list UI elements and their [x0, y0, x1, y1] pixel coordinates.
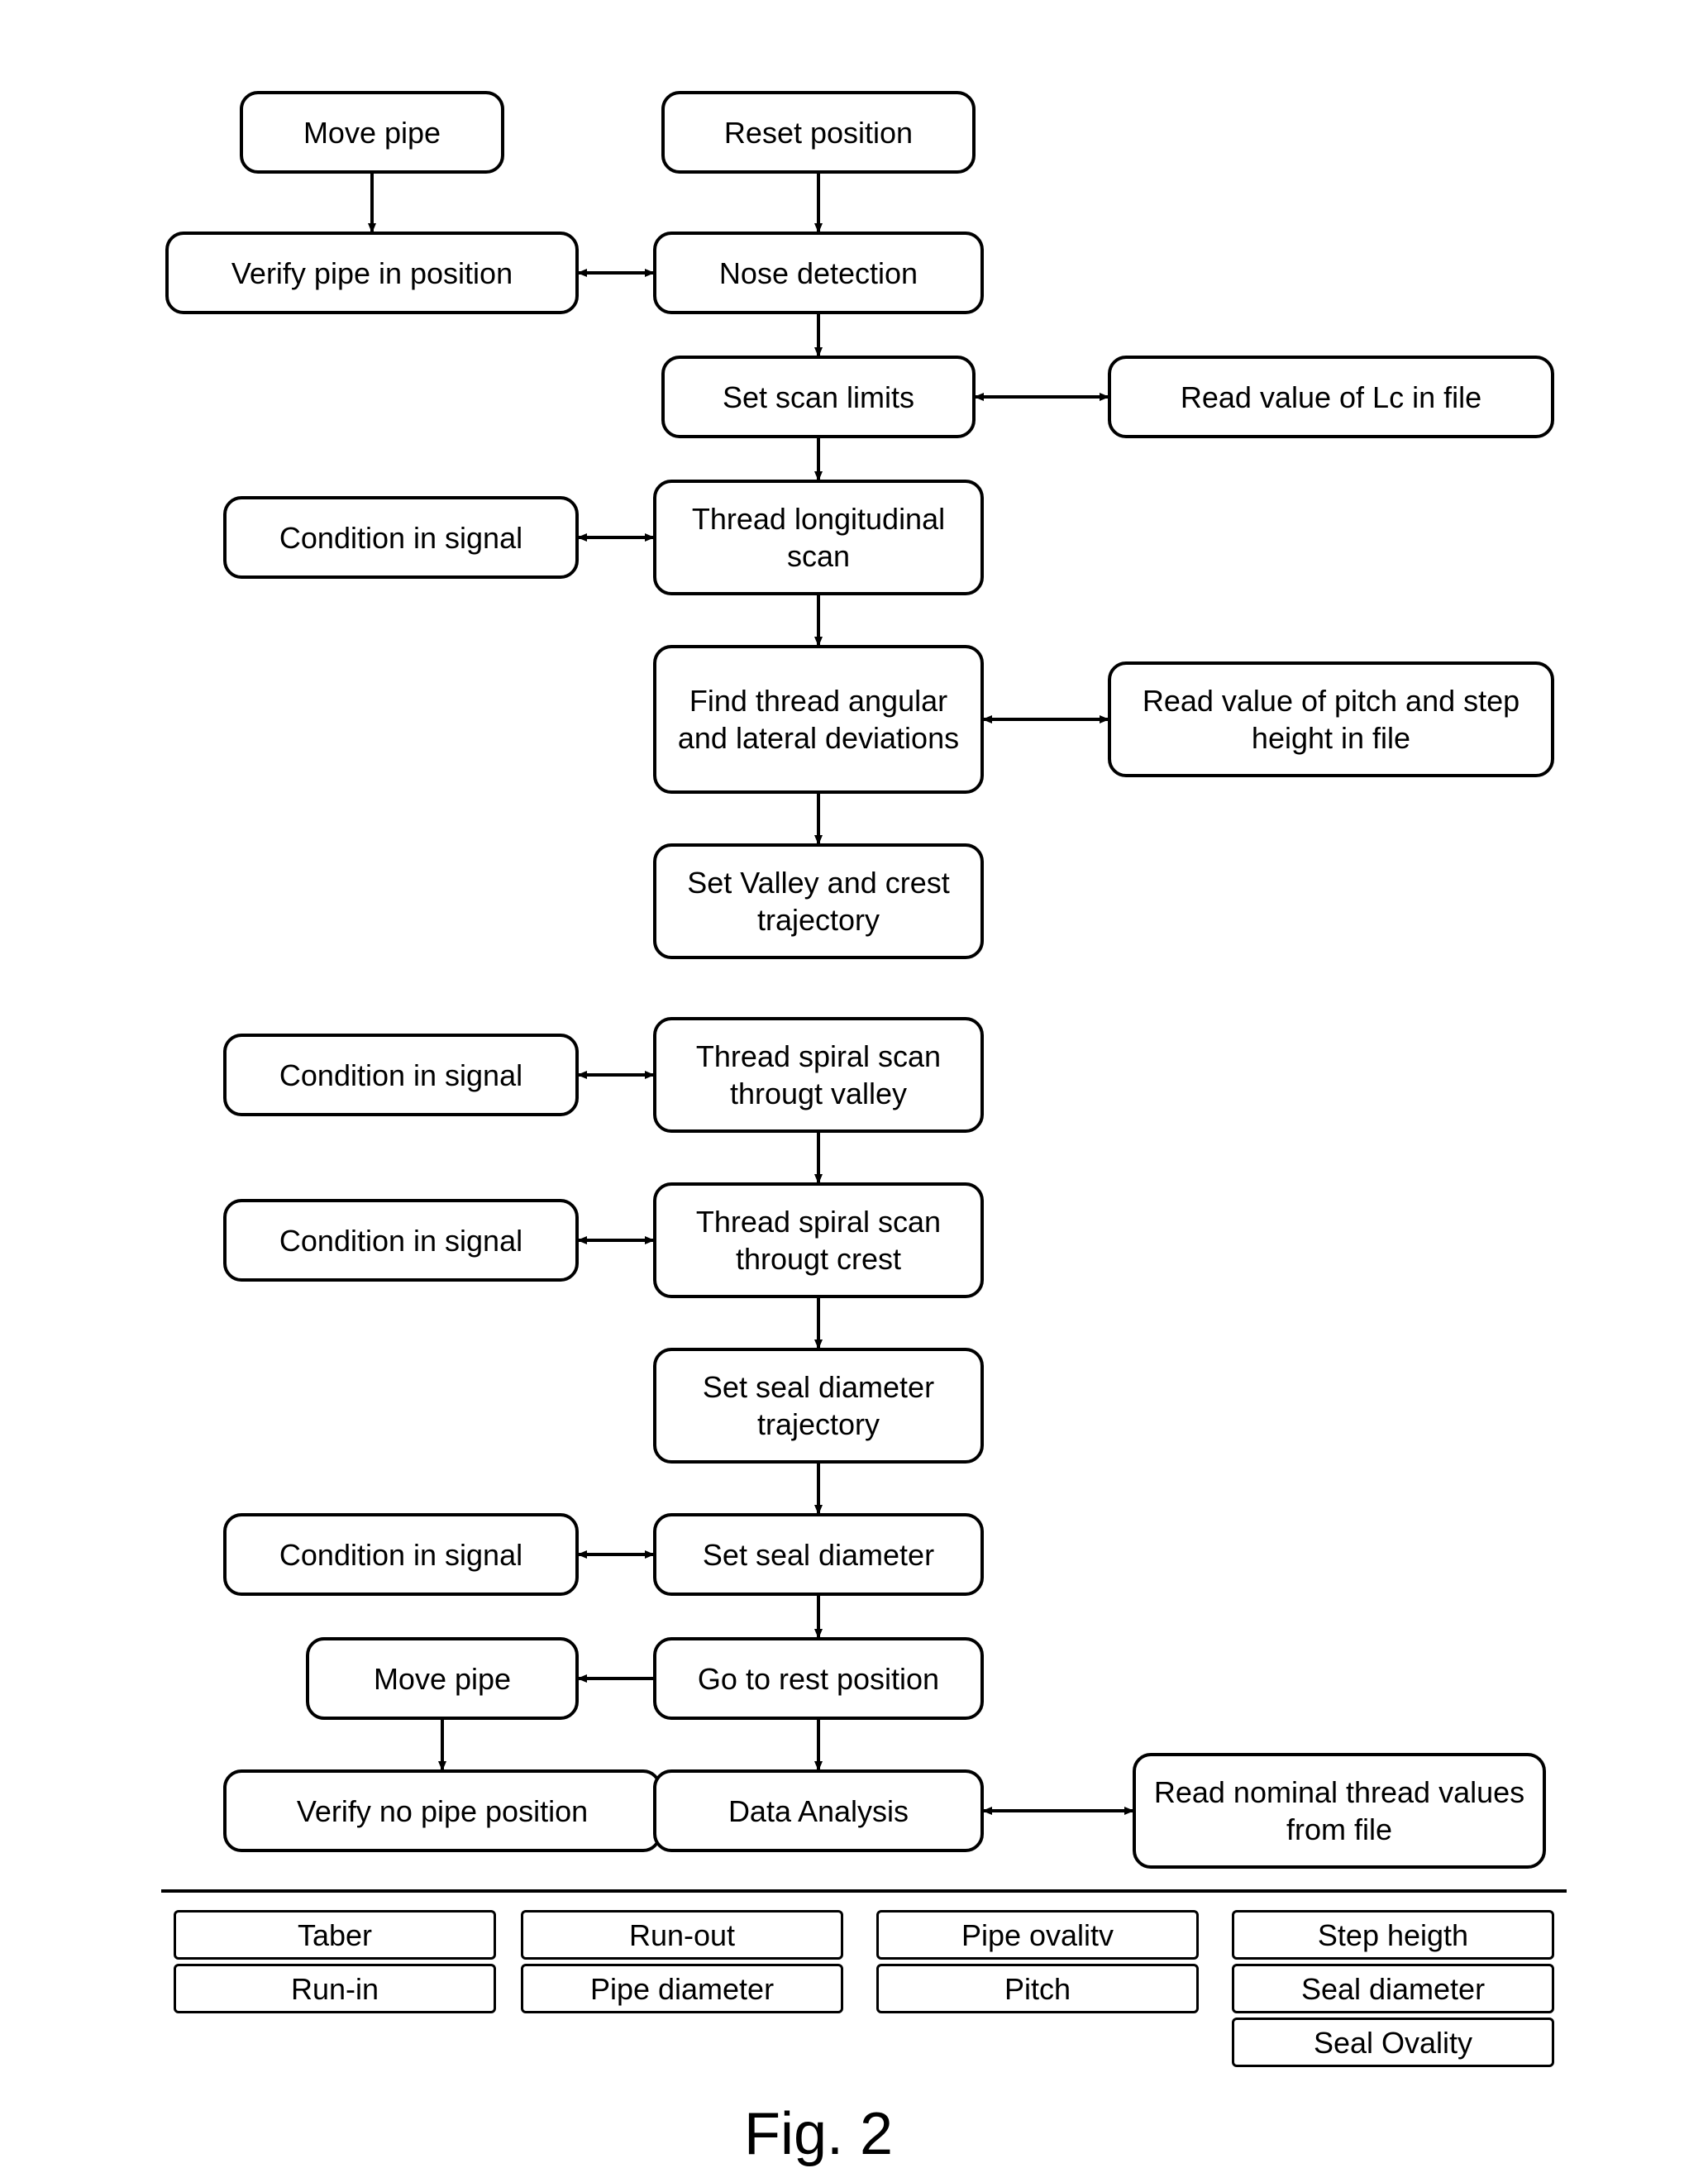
node-set_scan: Set scan limits	[661, 356, 976, 438]
node-verify_pos: Verify pipe in position	[165, 232, 579, 314]
node-set_valley: Set Valley and crest trajectory	[653, 843, 984, 959]
node-read_pitch: Read value of pitch and step height in f…	[1108, 661, 1554, 777]
node-long_scan: Thread longitudinal scan	[653, 480, 984, 595]
node-cond3: Condition in signal	[223, 1199, 579, 1282]
node-move_pipe_1: Move pipe	[240, 91, 504, 174]
node-out_taber: Taber	[174, 1910, 496, 1960]
node-out_runin: Run-in	[174, 1964, 496, 2013]
node-out_pitch: Pitch	[876, 1964, 1199, 2013]
figure-label: Fig. 2	[744, 2100, 893, 2168]
node-nose_det: Nose detection	[653, 232, 984, 314]
separator-line	[161, 1889, 1567, 1893]
node-out_sealdia: Seal diameter	[1232, 1964, 1554, 2013]
node-cond4: Condition in signal	[223, 1513, 579, 1596]
node-out_oval: Pipe ovalitv	[876, 1910, 1199, 1960]
node-spiral_valley: Thread spiral scan througt valley	[653, 1017, 984, 1133]
node-cond2: Condition in signal	[223, 1034, 579, 1116]
node-reset_pos: Reset position	[661, 91, 976, 174]
node-out_pipedia: Pipe diameter	[521, 1964, 843, 2013]
node-find_dev: Find thread angular and lateral deviatio…	[653, 645, 984, 794]
node-read_lc: Read value of Lc in file	[1108, 356, 1554, 438]
flowchart-canvas: Move pipe Reset position Verify pipe in po…	[0, 0, 1708, 2159]
node-data_ana: Data Analysis	[653, 1769, 984, 1852]
node-out_runout: Run-out	[521, 1910, 843, 1960]
node-set_seal: Set seal diameter	[653, 1513, 984, 1596]
node-spiral_crest: Thread spiral scan througt crest	[653, 1182, 984, 1298]
node-out_step: Step heigth	[1232, 1910, 1554, 1960]
node-goto_rest: Go to rest position	[653, 1637, 984, 1720]
node-set_seal_traj: Set seal diameter trajectory	[653, 1348, 984, 1464]
node-verify_no: Verify no pipe position	[223, 1769, 661, 1852]
node-read_nom: Read nominal thread values from file	[1133, 1753, 1546, 1869]
node-cond1: Condition in signal	[223, 496, 579, 579]
node-move_pipe_2: Move pipe	[306, 1637, 579, 1720]
node-out_sealoval: Seal Ovality	[1232, 2018, 1554, 2067]
